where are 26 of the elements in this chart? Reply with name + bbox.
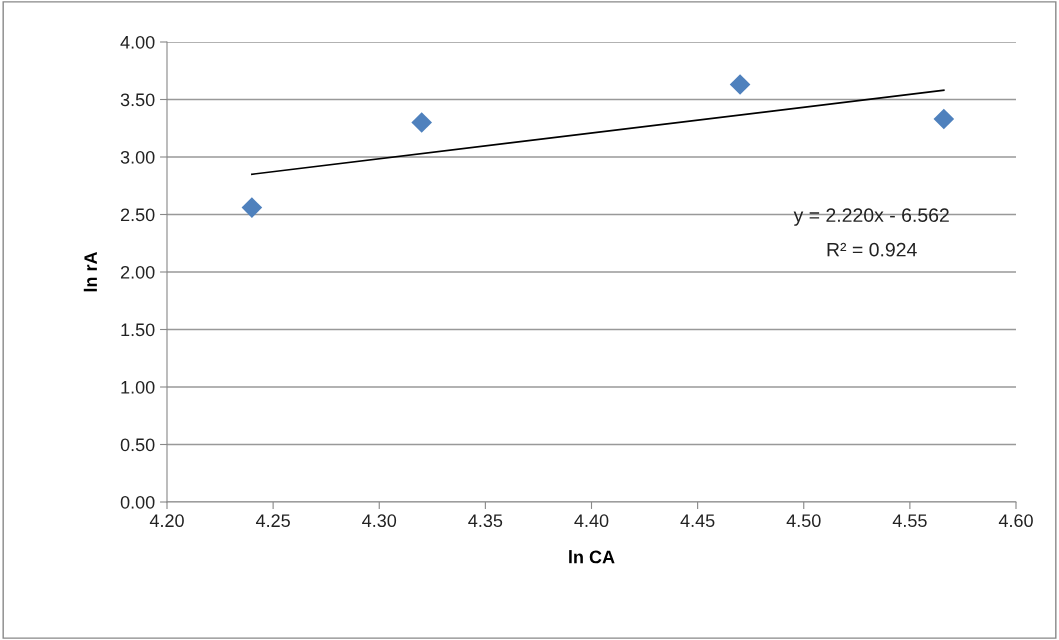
x-axis-title: ln CA — [569, 550, 615, 564]
y-tick-label: 0.00 — [120, 495, 155, 509]
point — [411, 112, 432, 133]
y-tick-label: 1.50 — [121, 323, 155, 337]
point — [933, 108, 955, 130]
y-tick-label: 2.00 — [120, 265, 155, 279]
point — [729, 74, 751, 95]
x-tick-label: 4.25 — [255, 514, 290, 528]
y-tick-label: 2.50 — [120, 208, 155, 222]
y-tick-label: 1.00 — [121, 380, 155, 394]
y-tick-label: 3.00 — [120, 150, 155, 164]
y-tick-label: 4.00 — [120, 35, 155, 49]
x-tick-label: 4.60 — [998, 514, 1033, 528]
y-tick-label: 3.50 — [120, 93, 155, 107]
y-tick-label: 0.50 — [120, 438, 155, 452]
x-tick-label: 4.40 — [574, 514, 609, 528]
y-axis-title: ln rA — [83, 251, 97, 292]
x-tick-label: 4.30 — [362, 514, 397, 528]
x-tick-label: 4.35 — [468, 514, 503, 528]
x-tick-label: 4.20 — [149, 514, 184, 528]
annotation: y = 2.220x - 6.562 — [793, 208, 949, 226]
x-tick-label: 4.45 — [680, 514, 715, 528]
x-tick-label: 4.50 — [786, 514, 821, 528]
point — [241, 197, 263, 218]
x-tick-label: 4.55 — [892, 514, 927, 528]
annotation: R² = 0.924 — [827, 242, 917, 257]
